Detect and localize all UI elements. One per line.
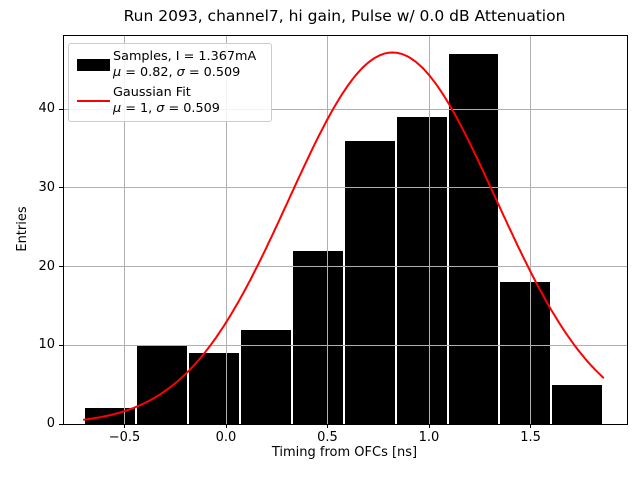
histogram-bar — [188, 353, 239, 424]
y-tick-label: 10 — [38, 337, 55, 353]
legend-swatch-samples — [77, 58, 113, 71]
histogram-swatch-icon — [77, 58, 110, 71]
fit-line-swatch-icon — [77, 99, 110, 102]
x-tick-mark — [530, 424, 532, 428]
legend-swatch-fit — [77, 99, 113, 102]
x-tick-mark — [124, 424, 125, 428]
legend-entry-gaussian-fit: Gaussian Fit μ = 1, σ = 0.509 — [77, 85, 263, 116]
x-axis-label: Timing from OFCs [ns] — [271, 445, 418, 460]
legend-fit-label: Gaussian Fit — [113, 85, 191, 100]
gridline — [327, 36, 328, 424]
y-tick-label: 30 — [38, 179, 55, 195]
y-tick-mark — [59, 344, 63, 346]
histogram-bar — [396, 117, 447, 424]
legend-fit-stats: μ = 1, σ = 0.509 — [113, 100, 220, 116]
gridline — [64, 344, 627, 346]
histogram-bar — [500, 282, 551, 424]
x-tick-mark — [225, 424, 227, 428]
y-tick-label: 40 — [38, 101, 55, 117]
gridline — [124, 36, 125, 424]
x-tick-label: 0.5 — [317, 430, 338, 445]
histogram-bar — [448, 54, 499, 424]
x-tick-label: 0.0 — [215, 430, 237, 445]
histogram-bar — [552, 384, 603, 424]
gridline — [64, 266, 627, 268]
gridline — [530, 36, 532, 424]
legend: Samples, I = 1.367mA μ = 0.82, σ = 0.509… — [68, 43, 272, 122]
x-tick-label: −0.5 — [108, 430, 141, 445]
y-axis-label: Entries — [15, 206, 30, 252]
legend-samples-label: Samples, I = 1.367mA — [113, 49, 257, 64]
x-tick-mark — [327, 424, 328, 428]
y-tick-label: 20 — [38, 258, 55, 274]
histogram-bar — [292, 250, 343, 424]
gaussian-fit-curve — [82, 51, 605, 421]
chart-title: Run 2093, channel7, hi gain, Pulse w/ 0.… — [123, 7, 566, 25]
x-tick-mark — [428, 424, 430, 428]
x-tick-label: 1.5 — [520, 430, 541, 445]
y-tick-mark — [59, 108, 63, 110]
gridline — [225, 36, 227, 424]
x-tick-label: 1.0 — [418, 430, 440, 445]
y-tick-label: 0 — [46, 416, 55, 431]
y-tick-mark — [59, 423, 63, 425]
histogram-bar — [136, 345, 187, 424]
y-tick-mark — [59, 187, 63, 189]
legend-samples-stats: μ = 0.82, σ = 0.509 — [113, 64, 241, 80]
gridline — [428, 36, 430, 424]
gridline — [64, 187, 627, 189]
plot-area: −0.5 0.0 0.5 1.0 1.5 0 10 20 30 40 — [38, 35, 628, 445]
gridline — [64, 108, 627, 110]
y-tick-mark — [59, 266, 63, 268]
legend-entry-samples: Samples, I = 1.367mA μ = 0.82, σ = 0.509 — [77, 49, 263, 80]
